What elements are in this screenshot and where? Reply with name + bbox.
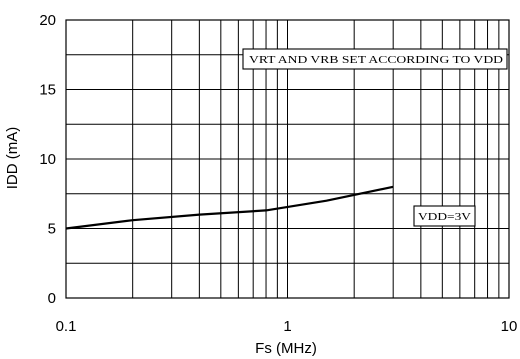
annotation-series-text: VDD=3V — [418, 212, 472, 223]
annotation-setting: VRT AND VRB SET ACCORDING TO VDD — [242, 48, 508, 70]
x-tick-label: 0.1 — [56, 318, 77, 335]
plot-frame — [65, 19, 510, 299]
y-tick-label: 15 — [39, 82, 56, 99]
y-tick-labels: 0 5 10 15 20 — [39, 12, 56, 307]
x-tick-label: 1 — [283, 318, 291, 335]
x-axis-title: Fs (MHz) — [255, 340, 317, 357]
y-tick-label: 0 — [48, 290, 56, 307]
x-tick-labels: 0.1 1 10 — [56, 318, 518, 335]
annotation-series-box — [413, 205, 476, 227]
annotation-setting-box — [242, 48, 508, 70]
y-axis-title: IDD (mA) — [4, 127, 21, 190]
y-tick-label: 5 — [48, 221, 56, 238]
y-tick-label: 10 — [39, 151, 56, 168]
annotation-series: VDD=3V — [413, 205, 476, 227]
series-layer — [65, 185, 394, 230]
series-line — [65, 185, 394, 230]
x-tick-label: 10 — [501, 318, 518, 335]
y-tick-label: 20 — [39, 12, 56, 29]
annotation-setting-text: VRT AND VRB SET ACCORDING TO VDD — [249, 55, 503, 66]
